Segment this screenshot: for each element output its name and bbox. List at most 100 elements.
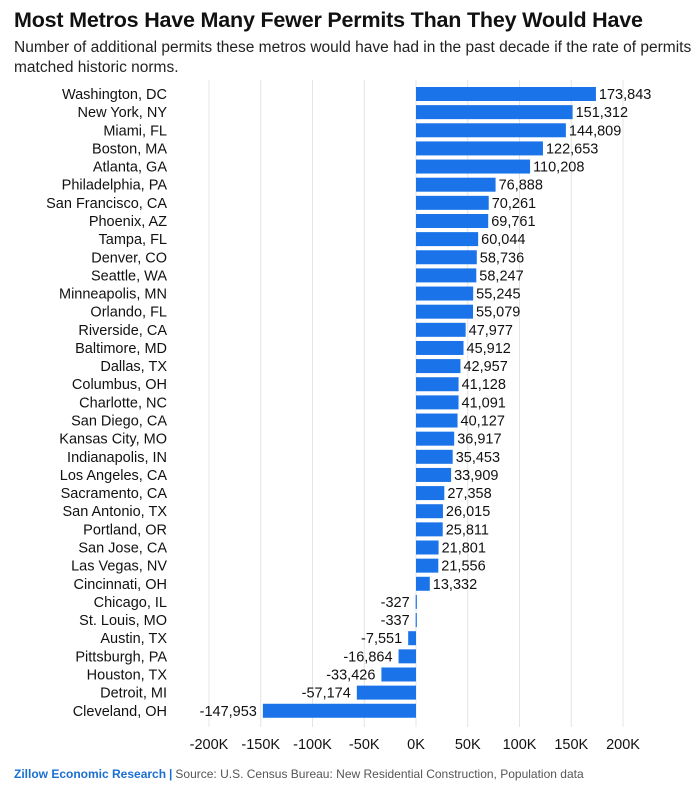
category-label: Seattle, WA	[91, 268, 167, 284]
value-label: 21,556	[441, 559, 485, 575]
bar	[416, 395, 459, 410]
category-label: Charlotte, NC	[79, 395, 167, 411]
value-label: 25,811	[446, 522, 489, 538]
x-tick-label: -150K	[241, 737, 280, 753]
bar	[416, 486, 445, 501]
bar	[416, 377, 459, 392]
value-label: 41,128	[462, 377, 506, 393]
value-label: -337	[381, 613, 410, 629]
bar	[416, 467, 452, 482]
bar	[416, 359, 461, 374]
bar	[416, 141, 543, 156]
bar	[416, 522, 443, 537]
category-label: San Antonio, TX	[62, 504, 167, 520]
bar	[416, 286, 474, 301]
bar	[381, 667, 416, 682]
category-label: Kansas City, MO	[59, 432, 167, 448]
category-label: Phoenix, AZ	[89, 214, 167, 230]
value-label: 55,079	[476, 305, 520, 321]
category-label: Baltimore, MD	[75, 341, 167, 357]
value-label: 36,917	[457, 432, 501, 448]
x-tick-label: 100K	[503, 737, 537, 753]
bar	[416, 558, 439, 573]
value-label: 40,127	[461, 414, 505, 430]
category-label: San Francisco, CA	[46, 196, 167, 212]
value-label: 41,091	[462, 395, 506, 411]
value-label: 26,015	[446, 504, 490, 520]
value-label: -16,864	[343, 649, 392, 665]
category-label: Miami, FL	[103, 123, 167, 139]
bar	[416, 540, 439, 555]
value-label: -7,551	[361, 631, 402, 647]
category-label: Sacramento, CA	[61, 486, 168, 502]
value-label: 122,653	[546, 141, 598, 157]
category-label: Denver, CO	[91, 250, 167, 266]
category-label: Los Angeles, CA	[60, 468, 168, 484]
value-label: 33,909	[454, 468, 498, 484]
category-label: San Diego, CA	[71, 414, 167, 430]
category-label: Riverside, CA	[78, 323, 167, 339]
bar	[416, 268, 477, 283]
chart-subtitle: Number of additional permits these metro…	[14, 39, 692, 76]
category-label: Atlanta, GA	[93, 160, 167, 176]
footer-source: Source: U.S. Census Bureau: New Resident…	[175, 767, 584, 781]
bar	[416, 177, 496, 192]
bar	[416, 105, 573, 120]
value-label: -57,174	[302, 686, 351, 702]
bar	[416, 576, 430, 591]
value-label: 42,957	[463, 359, 507, 375]
value-label: 60,044	[481, 232, 525, 248]
bar	[398, 649, 416, 664]
bar	[416, 449, 453, 464]
chart-title: Most Metros Have Many Fewer Permits Than…	[14, 8, 643, 32]
bar	[416, 159, 531, 174]
category-label: Chicago, IL	[94, 595, 167, 611]
bar	[416, 504, 443, 519]
bar	[416, 195, 489, 210]
category-label: Indianapolis, IN	[67, 450, 167, 466]
x-tick-label: 50K	[455, 737, 481, 753]
bars	[262, 87, 596, 718]
value-label: 151,312	[576, 105, 628, 121]
bar	[416, 250, 477, 265]
category-label: Boston, MA	[92, 141, 167, 157]
x-tick-label: 200K	[606, 737, 640, 753]
value-label: 27,358	[447, 486, 491, 502]
category-label: Tampa, FL	[99, 232, 168, 248]
bar	[416, 87, 596, 101]
category-label: Columbus, OH	[72, 377, 167, 393]
bar	[416, 304, 474, 319]
x-tick-label: 0K	[407, 737, 425, 753]
x-tick-label: 150K	[554, 737, 588, 753]
value-label: 21,801	[442, 541, 486, 557]
category-label: San Jose, CA	[78, 541, 167, 557]
value-label: 58,736	[480, 250, 524, 266]
value-label: 35,453	[456, 450, 500, 466]
value-label: 58,247	[479, 268, 523, 284]
x-tick-label: -50K	[349, 737, 380, 753]
value-label: 76,888	[499, 178, 543, 194]
value-label: 70,261	[492, 196, 536, 212]
x-axis-ticks: -200K -150K -100K -50K 0K 50K 100K 150K 200K	[190, 737, 641, 753]
category-label: Orlando, FL	[90, 305, 167, 321]
value-label: 144,809	[569, 123, 621, 139]
bar	[416, 431, 455, 446]
bar	[415, 613, 417, 628]
category-label: Washington, DC	[62, 87, 167, 103]
category-label: Portland, OR	[83, 522, 167, 538]
bar	[262, 703, 416, 718]
value-label: -33,426	[326, 667, 375, 683]
bar	[416, 413, 458, 428]
category-labels: Washington, DC New York, NY Miami, FL Bosto…	[46, 87, 167, 720]
x-tick-label: -200K	[190, 737, 229, 753]
value-label: 69,761	[491, 214, 535, 230]
value-label: 110,208	[533, 160, 584, 176]
category-label: Houston, TX	[87, 667, 168, 683]
value-label: 55,245	[476, 287, 520, 303]
value-label: -327	[381, 595, 410, 611]
value-label: 45,912	[467, 341, 511, 357]
footer-brand: Zillow Economic Research	[14, 767, 167, 781]
category-label: St. Louis, MO	[79, 613, 167, 629]
value-labels: 173,843 151,312 144,809 122,653 110,208 76,88…	[200, 87, 652, 720]
category-label: Minneapolis, MN	[59, 287, 167, 303]
